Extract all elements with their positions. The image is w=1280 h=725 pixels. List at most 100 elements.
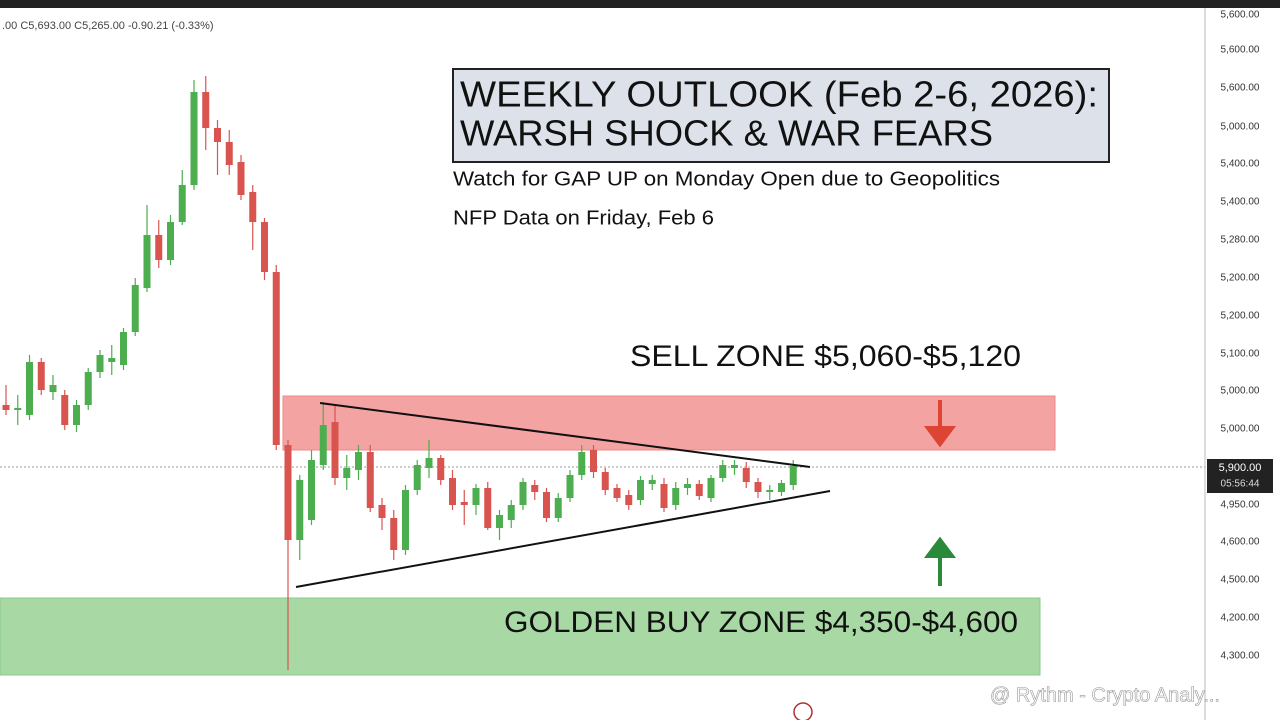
candle-body — [378, 505, 386, 518]
candle-body — [460, 502, 468, 505]
buy-zone — [0, 597, 1041, 676]
price-axis-label: 5,000.00 — [1221, 386, 1260, 397]
candle-body — [366, 452, 374, 508]
trendline-lower — [295, 490, 831, 588]
candle-body — [648, 480, 656, 484]
candle-body — [61, 395, 69, 425]
candle-body — [319, 425, 327, 465]
candle-body — [484, 488, 492, 528]
candle-body — [778, 483, 785, 492]
price-axis-label: 5,400.00 — [1221, 197, 1260, 208]
candle-body — [96, 355, 104, 372]
trendline-upper — [319, 402, 811, 468]
candle-body — [672, 488, 680, 505]
candle-body — [143, 235, 151, 288]
candle-body — [296, 480, 304, 540]
candle-body — [343, 468, 351, 478]
candle-body — [308, 460, 315, 520]
candle-body — [26, 362, 33, 415]
title: WARSH SHOCK & WAR FEARS — [460, 113, 993, 154]
candle-body — [84, 372, 92, 405]
candle-body — [496, 515, 503, 528]
price-axis-label: 5,600.00 — [1221, 83, 1260, 94]
candle-body — [660, 484, 668, 508]
candle-body — [225, 142, 233, 165]
candle-body — [507, 505, 515, 520]
price-axis-label: 5,000.00 — [1221, 424, 1260, 435]
candle-body — [437, 458, 445, 480]
candle-body — [413, 465, 421, 490]
sell-zone — [282, 395, 1056, 451]
watermark: @ Rythm - Crypto Analy... — [990, 684, 1220, 706]
up-arrow — [924, 536, 956, 586]
candle-body — [719, 465, 727, 478]
countdown: 05:56:44 — [1221, 479, 1260, 490]
candle-body — [272, 272, 280, 445]
candle-body — [707, 478, 715, 498]
candle-body — [766, 490, 774, 492]
candle-body — [108, 358, 116, 362]
top-bar — [0, 0, 1280, 8]
last-price: 5,900.00 — [1219, 462, 1262, 474]
candle-body — [178, 185, 186, 222]
candle-body — [613, 488, 621, 498]
candle-body — [789, 466, 797, 485]
candle-body — [261, 222, 268, 272]
buy-zone-label: GOLDEN BUY ZONE $4,350-$4,600 — [504, 606, 1018, 639]
candle-body — [331, 422, 339, 478]
price-axis-label: 5,200.00 — [1221, 311, 1260, 322]
candle-body — [390, 518, 398, 550]
candle-body — [2, 405, 10, 410]
candle-body — [554, 498, 562, 518]
price-axis-label: 5,200.00 — [1221, 273, 1260, 284]
candle-body — [120, 332, 127, 365]
price-axis-label: 5,600.00 — [1221, 10, 1260, 21]
note: Watch for GAP UP on Monday Open due to G… — [453, 168, 1000, 190]
candle-body — [202, 92, 210, 128]
candle-body — [601, 472, 609, 490]
candle-body — [284, 445, 292, 540]
candle-body — [472, 488, 480, 505]
candle-body — [131, 285, 139, 332]
title: WEEKLY OUTLOOK (Feb 2-6, 2026): — [460, 74, 1098, 115]
candle-body — [566, 475, 574, 498]
price-axis-label: 4,300.00 — [1221, 651, 1260, 662]
candle-body — [190, 92, 198, 185]
sell-zone-label: SELL ZONE $5,060-$5,120 — [630, 340, 1021, 373]
price-axis-label: 5,100.00 — [1221, 349, 1260, 360]
candle-body — [731, 465, 738, 468]
title-box — [452, 68, 1110, 163]
candle-body — [425, 458, 433, 468]
candle-body — [449, 478, 456, 505]
candle-body — [695, 484, 703, 496]
candle-body — [637, 480, 644, 500]
price-axis-label: 4,500.00 — [1221, 575, 1260, 586]
candle-body — [49, 385, 57, 392]
note: NFP Data on Friday, Feb 6 — [453, 207, 714, 229]
price-axis-label: 5,600.00 — [1221, 45, 1260, 56]
price-axis-label: 4,200.00 — [1221, 613, 1260, 624]
price-axis-label: 4,950.00 — [1221, 500, 1260, 511]
candle-body — [590, 450, 597, 472]
price-axis-label: 5,000.00 — [1221, 122, 1260, 133]
price-axis-panel — [1205, 8, 1280, 720]
candle-body — [237, 162, 245, 195]
down-arrow — [924, 400, 956, 448]
price-axis-label: 5,280.00 — [1221, 235, 1260, 246]
candle-body — [625, 495, 633, 505]
candle-body — [167, 222, 174, 260]
candle-body — [754, 482, 762, 492]
price-tag — [1207, 459, 1273, 493]
price-axis-label: 4,600.00 — [1221, 537, 1260, 548]
candle-body — [37, 362, 45, 390]
ohlc-text: .00 C5,693.00 C5,265.00 -0.90.21 (-0.33%… — [2, 20, 214, 32]
candle-body — [214, 128, 221, 142]
candle-body — [249, 192, 257, 222]
candle-body — [684, 484, 691, 488]
candle-body — [402, 490, 409, 550]
candle-body — [73, 405, 80, 425]
candle-body — [543, 492, 550, 518]
candle-body — [578, 452, 586, 475]
